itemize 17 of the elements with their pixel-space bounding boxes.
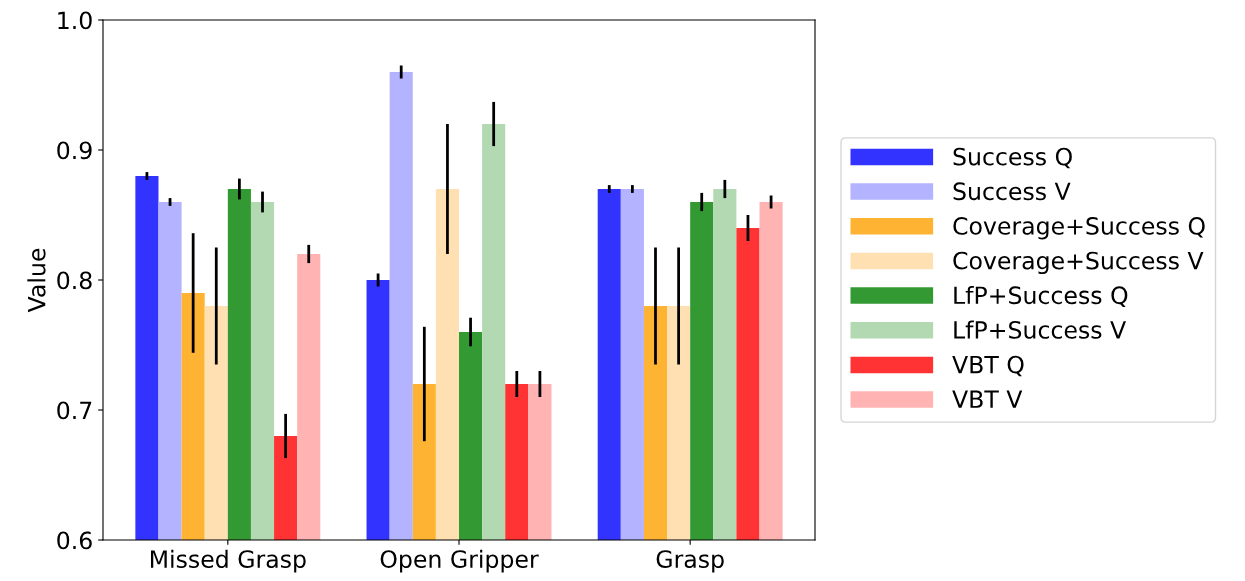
y-tick-label: 0.8 — [57, 271, 92, 290]
y-tick-label: 0.6 — [57, 531, 92, 550]
y-tick-label: 1.0 — [58, 11, 92, 30]
y-axis-title: Value — [27, 248, 46, 313]
y-tick-label: 0.9 — [57, 141, 92, 160]
legend-label: LfP+Success V — [954, 320, 1127, 339]
legend-label: VBT Q — [952, 355, 1024, 377]
legend-label: Coverage+Success V — [953, 251, 1204, 275]
legend-label: Coverage+Success Q — [953, 217, 1205, 240]
legend-label: Success Q — [953, 147, 1072, 169]
x-tick-label: Grasp — [656, 550, 724, 573]
x-tick-label: Missed Grasp — [150, 549, 306, 573]
legend-label: LfP+Success Q — [954, 285, 1128, 307]
legend-label: VBT V — [952, 390, 1023, 408]
legend-label: Success V — [953, 182, 1071, 201]
y-tick-label: 0.7 — [57, 401, 92, 420]
x-tick-label: Open Gripper — [380, 549, 539, 573]
